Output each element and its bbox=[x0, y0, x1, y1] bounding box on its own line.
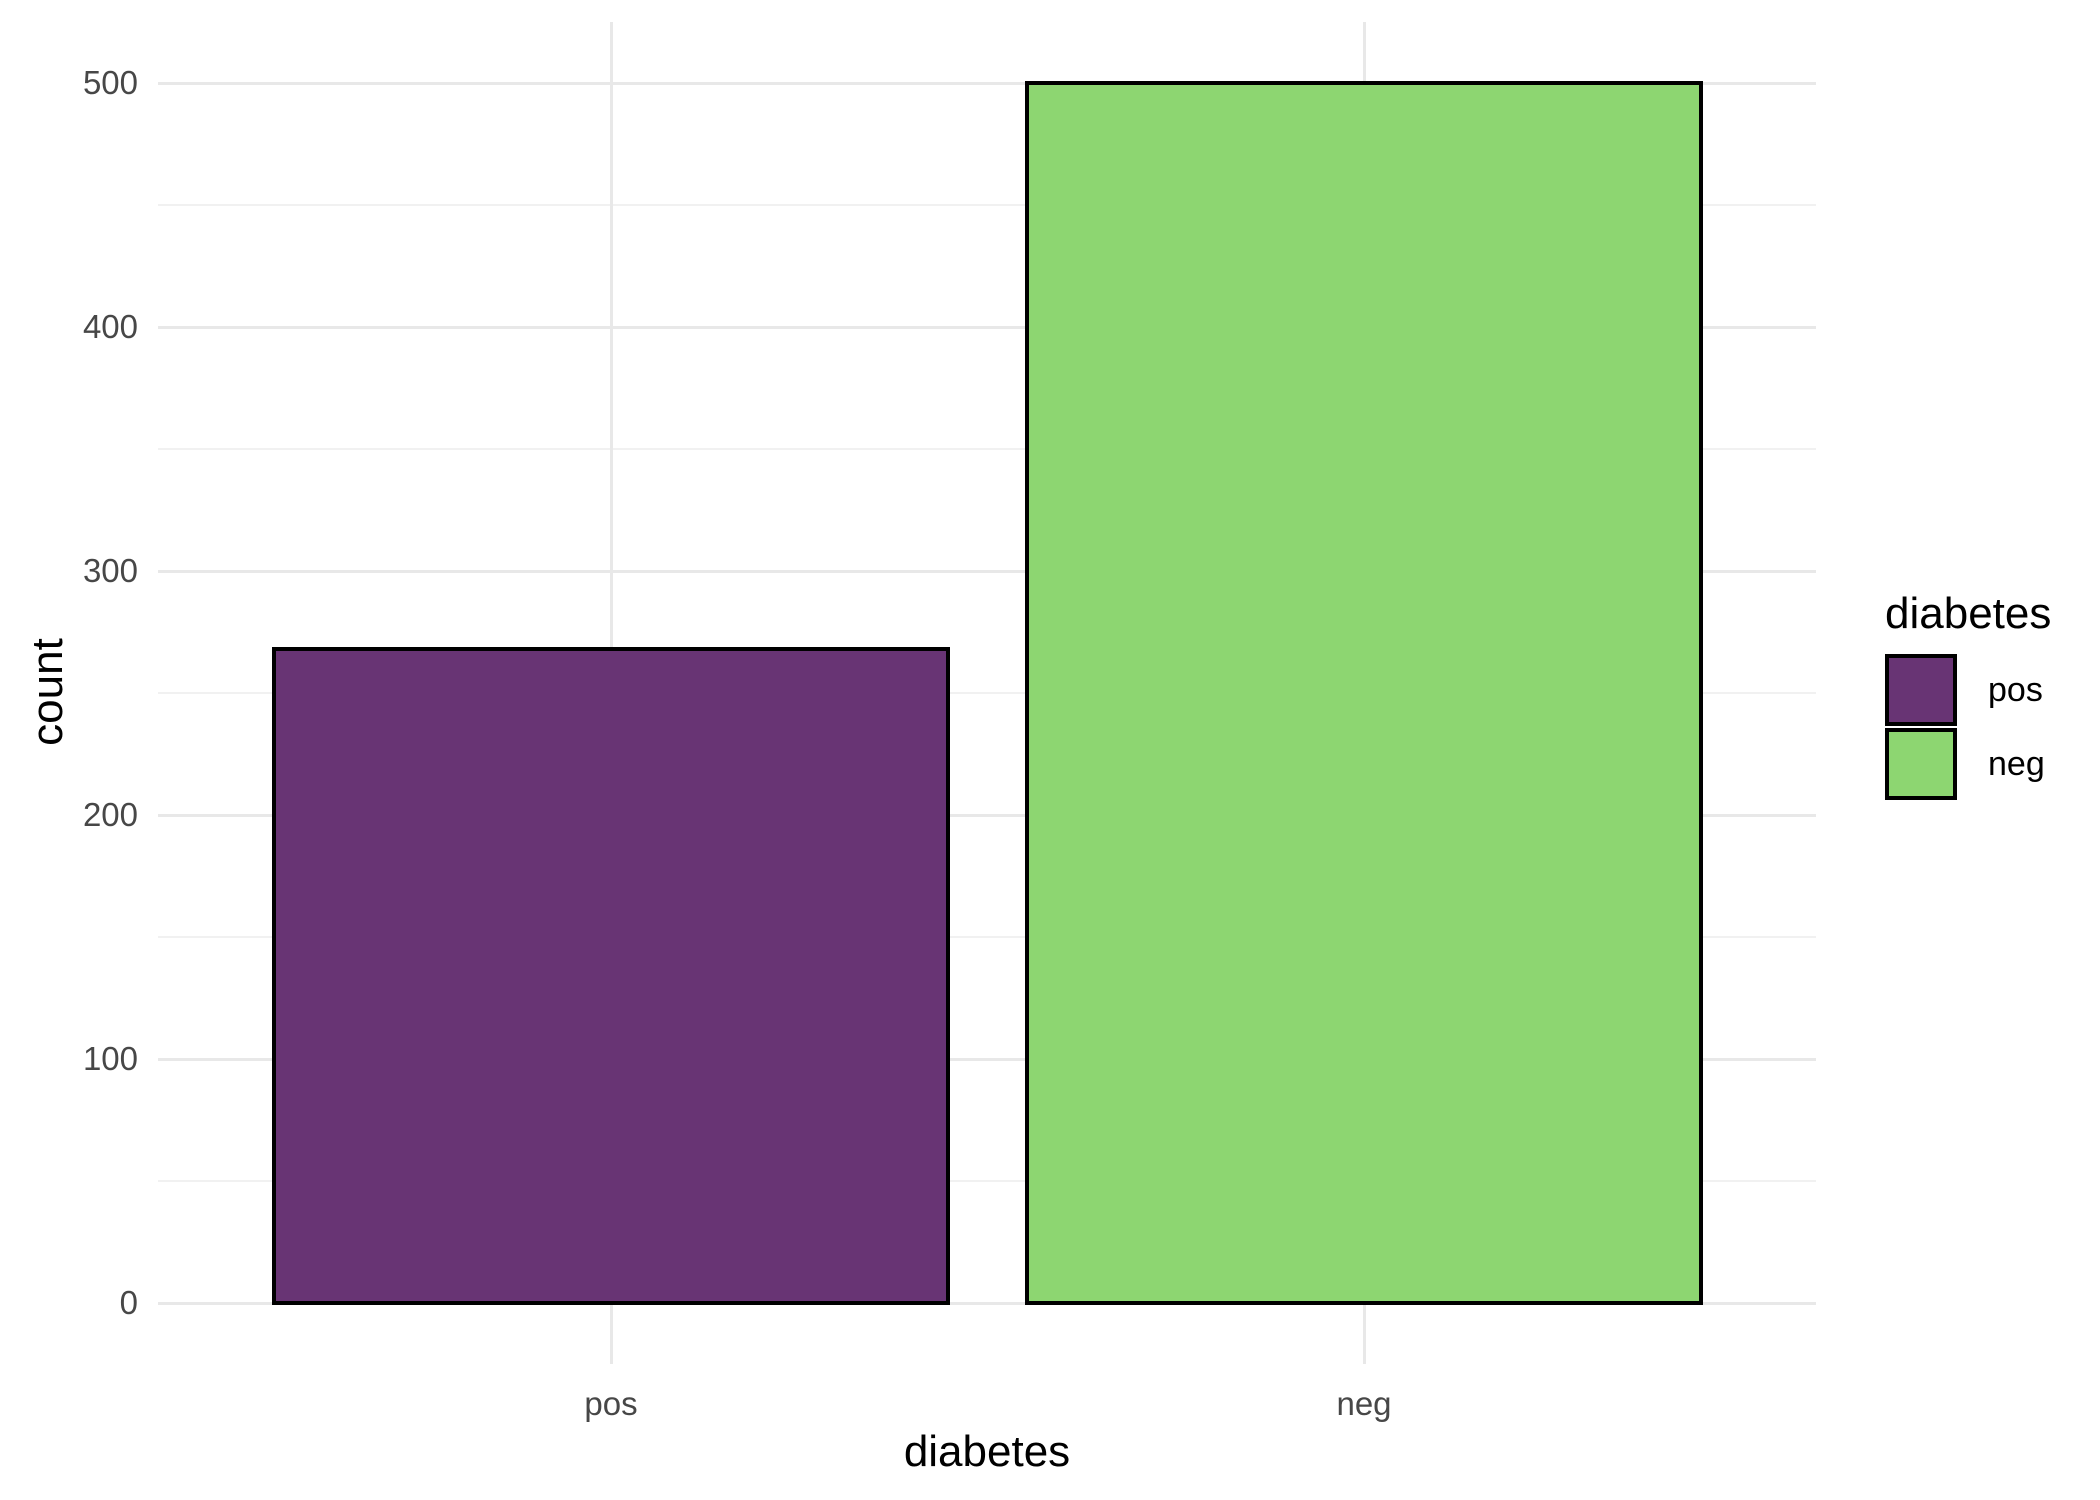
legend-item-pos: pos bbox=[1885, 654, 2051, 726]
bar-neg bbox=[1025, 81, 1703, 1305]
y-tick-label-400: 400 bbox=[82, 308, 138, 345]
legend: diabetes pos neg bbox=[1885, 590, 2051, 802]
gridline-minor-y-250 bbox=[158, 692, 1816, 694]
legend-swatch-neg bbox=[1885, 728, 1957, 800]
gridline-major-y-300 bbox=[158, 569, 1816, 573]
gridline-minor-y-450 bbox=[158, 204, 1816, 206]
plot-panel bbox=[158, 22, 1816, 1364]
legend-label: neg bbox=[1988, 745, 2045, 783]
gridline-major-y-200 bbox=[158, 813, 1816, 817]
legend-items: pos neg bbox=[1885, 654, 2051, 800]
y-tick-label-300: 300 bbox=[82, 552, 138, 589]
gridline-major-y-100 bbox=[158, 1057, 1816, 1061]
gridline-minor-y-150 bbox=[158, 936, 1816, 938]
legend-item-neg: neg bbox=[1885, 728, 2051, 800]
y-tick-label-200: 200 bbox=[82, 796, 138, 833]
y-axis-title: count bbox=[23, 638, 72, 746]
gridline-major-y-0 bbox=[158, 1301, 1816, 1305]
y-tick-label-0: 0 bbox=[119, 1284, 138, 1321]
y-tick-label-100: 100 bbox=[82, 1040, 138, 1077]
legend-swatch-pos bbox=[1885, 654, 1957, 726]
gridline-minor-y-50 bbox=[158, 1180, 1816, 1182]
gridline-minor-y-350 bbox=[158, 448, 1816, 450]
gridline-major-y-500 bbox=[158, 81, 1816, 85]
y-tick-label-500: 500 bbox=[82, 64, 138, 101]
x-tick-label-neg: neg bbox=[1336, 1385, 1392, 1422]
legend-label: pos bbox=[1988, 671, 2043, 709]
gridline-major-y-400 bbox=[158, 325, 1816, 329]
bar-pos bbox=[272, 647, 950, 1305]
x-axis-title: diabetes bbox=[903, 1427, 1071, 1476]
legend-title: diabetes bbox=[1885, 589, 2052, 638]
x-tick-label-pos: pos bbox=[584, 1385, 638, 1422]
